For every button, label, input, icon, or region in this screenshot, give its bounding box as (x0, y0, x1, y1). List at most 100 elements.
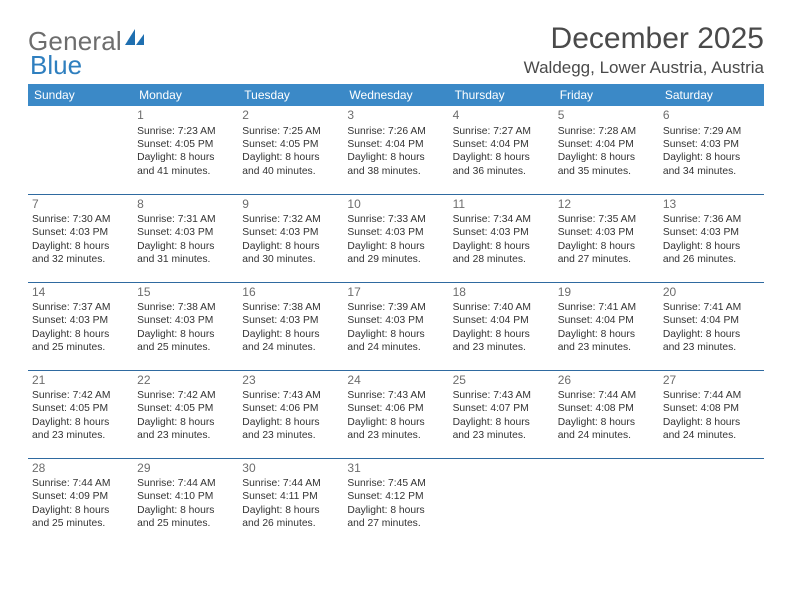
sunset-text: Sunset: 4:04 PM (453, 138, 550, 151)
daylight-text: Daylight: 8 hours and 31 minutes. (137, 240, 234, 267)
day-number: 20 (663, 285, 760, 301)
daylight-text: Daylight: 8 hours and 32 minutes. (32, 240, 129, 267)
sunrise-text: Sunrise: 7:35 AM (558, 213, 655, 226)
daylight-text: Daylight: 8 hours and 23 minutes. (242, 416, 339, 443)
calendar-week-row: 7Sunrise: 7:30 AMSunset: 4:03 PMDaylight… (28, 194, 764, 282)
daylight-text: Daylight: 8 hours and 28 minutes. (453, 240, 550, 267)
daylight-text: Daylight: 8 hours and 23 minutes. (453, 328, 550, 355)
day-number: 3 (347, 108, 444, 124)
daylight-text: Daylight: 8 hours and 24 minutes. (347, 328, 444, 355)
sunset-text: Sunset: 4:05 PM (137, 402, 234, 415)
title-block: December 2025 Waldegg, Lower Austria, Au… (524, 22, 764, 78)
sunset-text: Sunset: 4:04 PM (558, 314, 655, 327)
sunrise-text: Sunrise: 7:44 AM (558, 389, 655, 402)
sunrise-text: Sunrise: 7:41 AM (663, 301, 760, 314)
calendar-cell (554, 458, 659, 546)
day-number: 24 (347, 373, 444, 389)
day-number: 29 (137, 461, 234, 477)
calendar-cell: 12Sunrise: 7:35 AMSunset: 4:03 PMDayligh… (554, 194, 659, 282)
daylight-text: Daylight: 8 hours and 29 minutes. (347, 240, 444, 267)
calendar-cell: 26Sunrise: 7:44 AMSunset: 4:08 PMDayligh… (554, 370, 659, 458)
calendar-cell: 10Sunrise: 7:33 AMSunset: 4:03 PMDayligh… (343, 194, 448, 282)
calendar-cell: 22Sunrise: 7:42 AMSunset: 4:05 PMDayligh… (133, 370, 238, 458)
sunrise-text: Sunrise: 7:38 AM (137, 301, 234, 314)
day-header: Wednesday (343, 84, 448, 106)
day-number: 31 (347, 461, 444, 477)
sunrise-text: Sunrise: 7:40 AM (453, 301, 550, 314)
daylight-text: Daylight: 8 hours and 34 minutes. (663, 151, 760, 178)
sunrise-text: Sunrise: 7:37 AM (32, 301, 129, 314)
sunrise-text: Sunrise: 7:23 AM (137, 125, 234, 138)
daylight-text: Daylight: 8 hours and 41 minutes. (137, 151, 234, 178)
sunset-text: Sunset: 4:04 PM (558, 138, 655, 151)
sunset-text: Sunset: 4:04 PM (347, 138, 444, 151)
day-header: Tuesday (238, 84, 343, 106)
calendar-cell: 29Sunrise: 7:44 AMSunset: 4:10 PMDayligh… (133, 458, 238, 546)
calendar-cell: 17Sunrise: 7:39 AMSunset: 4:03 PMDayligh… (343, 282, 448, 370)
day-number: 25 (453, 373, 550, 389)
day-header-row: Sunday Monday Tuesday Wednesday Thursday… (28, 84, 764, 106)
daylight-text: Daylight: 8 hours and 25 minutes. (137, 504, 234, 531)
calendar-cell: 19Sunrise: 7:41 AMSunset: 4:04 PMDayligh… (554, 282, 659, 370)
day-number: 7 (32, 197, 129, 213)
sunrise-text: Sunrise: 7:44 AM (242, 477, 339, 490)
sunset-text: Sunset: 4:03 PM (32, 226, 129, 239)
sunrise-text: Sunrise: 7:27 AM (453, 125, 550, 138)
sunrise-text: Sunrise: 7:32 AM (242, 213, 339, 226)
calendar-week-row: 14Sunrise: 7:37 AMSunset: 4:03 PMDayligh… (28, 282, 764, 370)
sunset-text: Sunset: 4:05 PM (32, 402, 129, 415)
calendar-cell: 5Sunrise: 7:28 AMSunset: 4:04 PMDaylight… (554, 106, 659, 194)
sunset-text: Sunset: 4:09 PM (32, 490, 129, 503)
sunrise-text: Sunrise: 7:43 AM (347, 389, 444, 402)
page-title: December 2025 (524, 22, 764, 56)
calendar-cell: 25Sunrise: 7:43 AMSunset: 4:07 PMDayligh… (449, 370, 554, 458)
day-number: 10 (347, 197, 444, 213)
day-number: 4 (453, 108, 550, 124)
sunset-text: Sunset: 4:06 PM (242, 402, 339, 415)
daylight-text: Daylight: 8 hours and 27 minutes. (347, 504, 444, 531)
daylight-text: Daylight: 8 hours and 24 minutes. (558, 416, 655, 443)
location: Waldegg, Lower Austria, Austria (524, 58, 764, 78)
daylight-text: Daylight: 8 hours and 26 minutes. (242, 504, 339, 531)
calendar-cell: 8Sunrise: 7:31 AMSunset: 4:03 PMDaylight… (133, 194, 238, 282)
sunset-text: Sunset: 4:03 PM (558, 226, 655, 239)
sunset-text: Sunset: 4:05 PM (242, 138, 339, 151)
calendar-cell: 18Sunrise: 7:40 AMSunset: 4:04 PMDayligh… (449, 282, 554, 370)
calendar-cell (28, 106, 133, 194)
sunrise-text: Sunrise: 7:38 AM (242, 301, 339, 314)
day-header: Thursday (449, 84, 554, 106)
sunrise-text: Sunrise: 7:39 AM (347, 301, 444, 314)
day-number: 23 (242, 373, 339, 389)
daylight-text: Daylight: 8 hours and 36 minutes. (453, 151, 550, 178)
sunset-text: Sunset: 4:04 PM (453, 314, 550, 327)
calendar-cell: 20Sunrise: 7:41 AMSunset: 4:04 PMDayligh… (659, 282, 764, 370)
daylight-text: Daylight: 8 hours and 27 minutes. (558, 240, 655, 267)
day-number: 8 (137, 197, 234, 213)
daylight-text: Daylight: 8 hours and 25 minutes. (32, 504, 129, 531)
day-number: 13 (663, 197, 760, 213)
sunset-text: Sunset: 4:03 PM (663, 226, 760, 239)
day-header: Saturday (659, 84, 764, 106)
sunrise-text: Sunrise: 7:43 AM (242, 389, 339, 402)
calendar-cell: 9Sunrise: 7:32 AMSunset: 4:03 PMDaylight… (238, 194, 343, 282)
sunrise-text: Sunrise: 7:43 AM (453, 389, 550, 402)
day-number: 30 (242, 461, 339, 477)
daylight-text: Daylight: 8 hours and 25 minutes. (32, 328, 129, 355)
daylight-text: Daylight: 8 hours and 23 minutes. (558, 328, 655, 355)
sunrise-text: Sunrise: 7:26 AM (347, 125, 444, 138)
daylight-text: Daylight: 8 hours and 23 minutes. (32, 416, 129, 443)
day-number: 2 (242, 108, 339, 124)
sunset-text: Sunset: 4:03 PM (242, 314, 339, 327)
sunrise-text: Sunrise: 7:44 AM (32, 477, 129, 490)
calendar-cell: 15Sunrise: 7:38 AMSunset: 4:03 PMDayligh… (133, 282, 238, 370)
daylight-text: Daylight: 8 hours and 24 minutes. (663, 416, 760, 443)
sunset-text: Sunset: 4:03 PM (347, 226, 444, 239)
daylight-text: Daylight: 8 hours and 23 minutes. (663, 328, 760, 355)
calendar-cell: 3Sunrise: 7:26 AMSunset: 4:04 PMDaylight… (343, 106, 448, 194)
daylight-text: Daylight: 8 hours and 25 minutes. (137, 328, 234, 355)
day-header: Friday (554, 84, 659, 106)
sunset-text: Sunset: 4:03 PM (137, 226, 234, 239)
day-number: 22 (137, 373, 234, 389)
day-number: 9 (242, 197, 339, 213)
day-number: 6 (663, 108, 760, 124)
